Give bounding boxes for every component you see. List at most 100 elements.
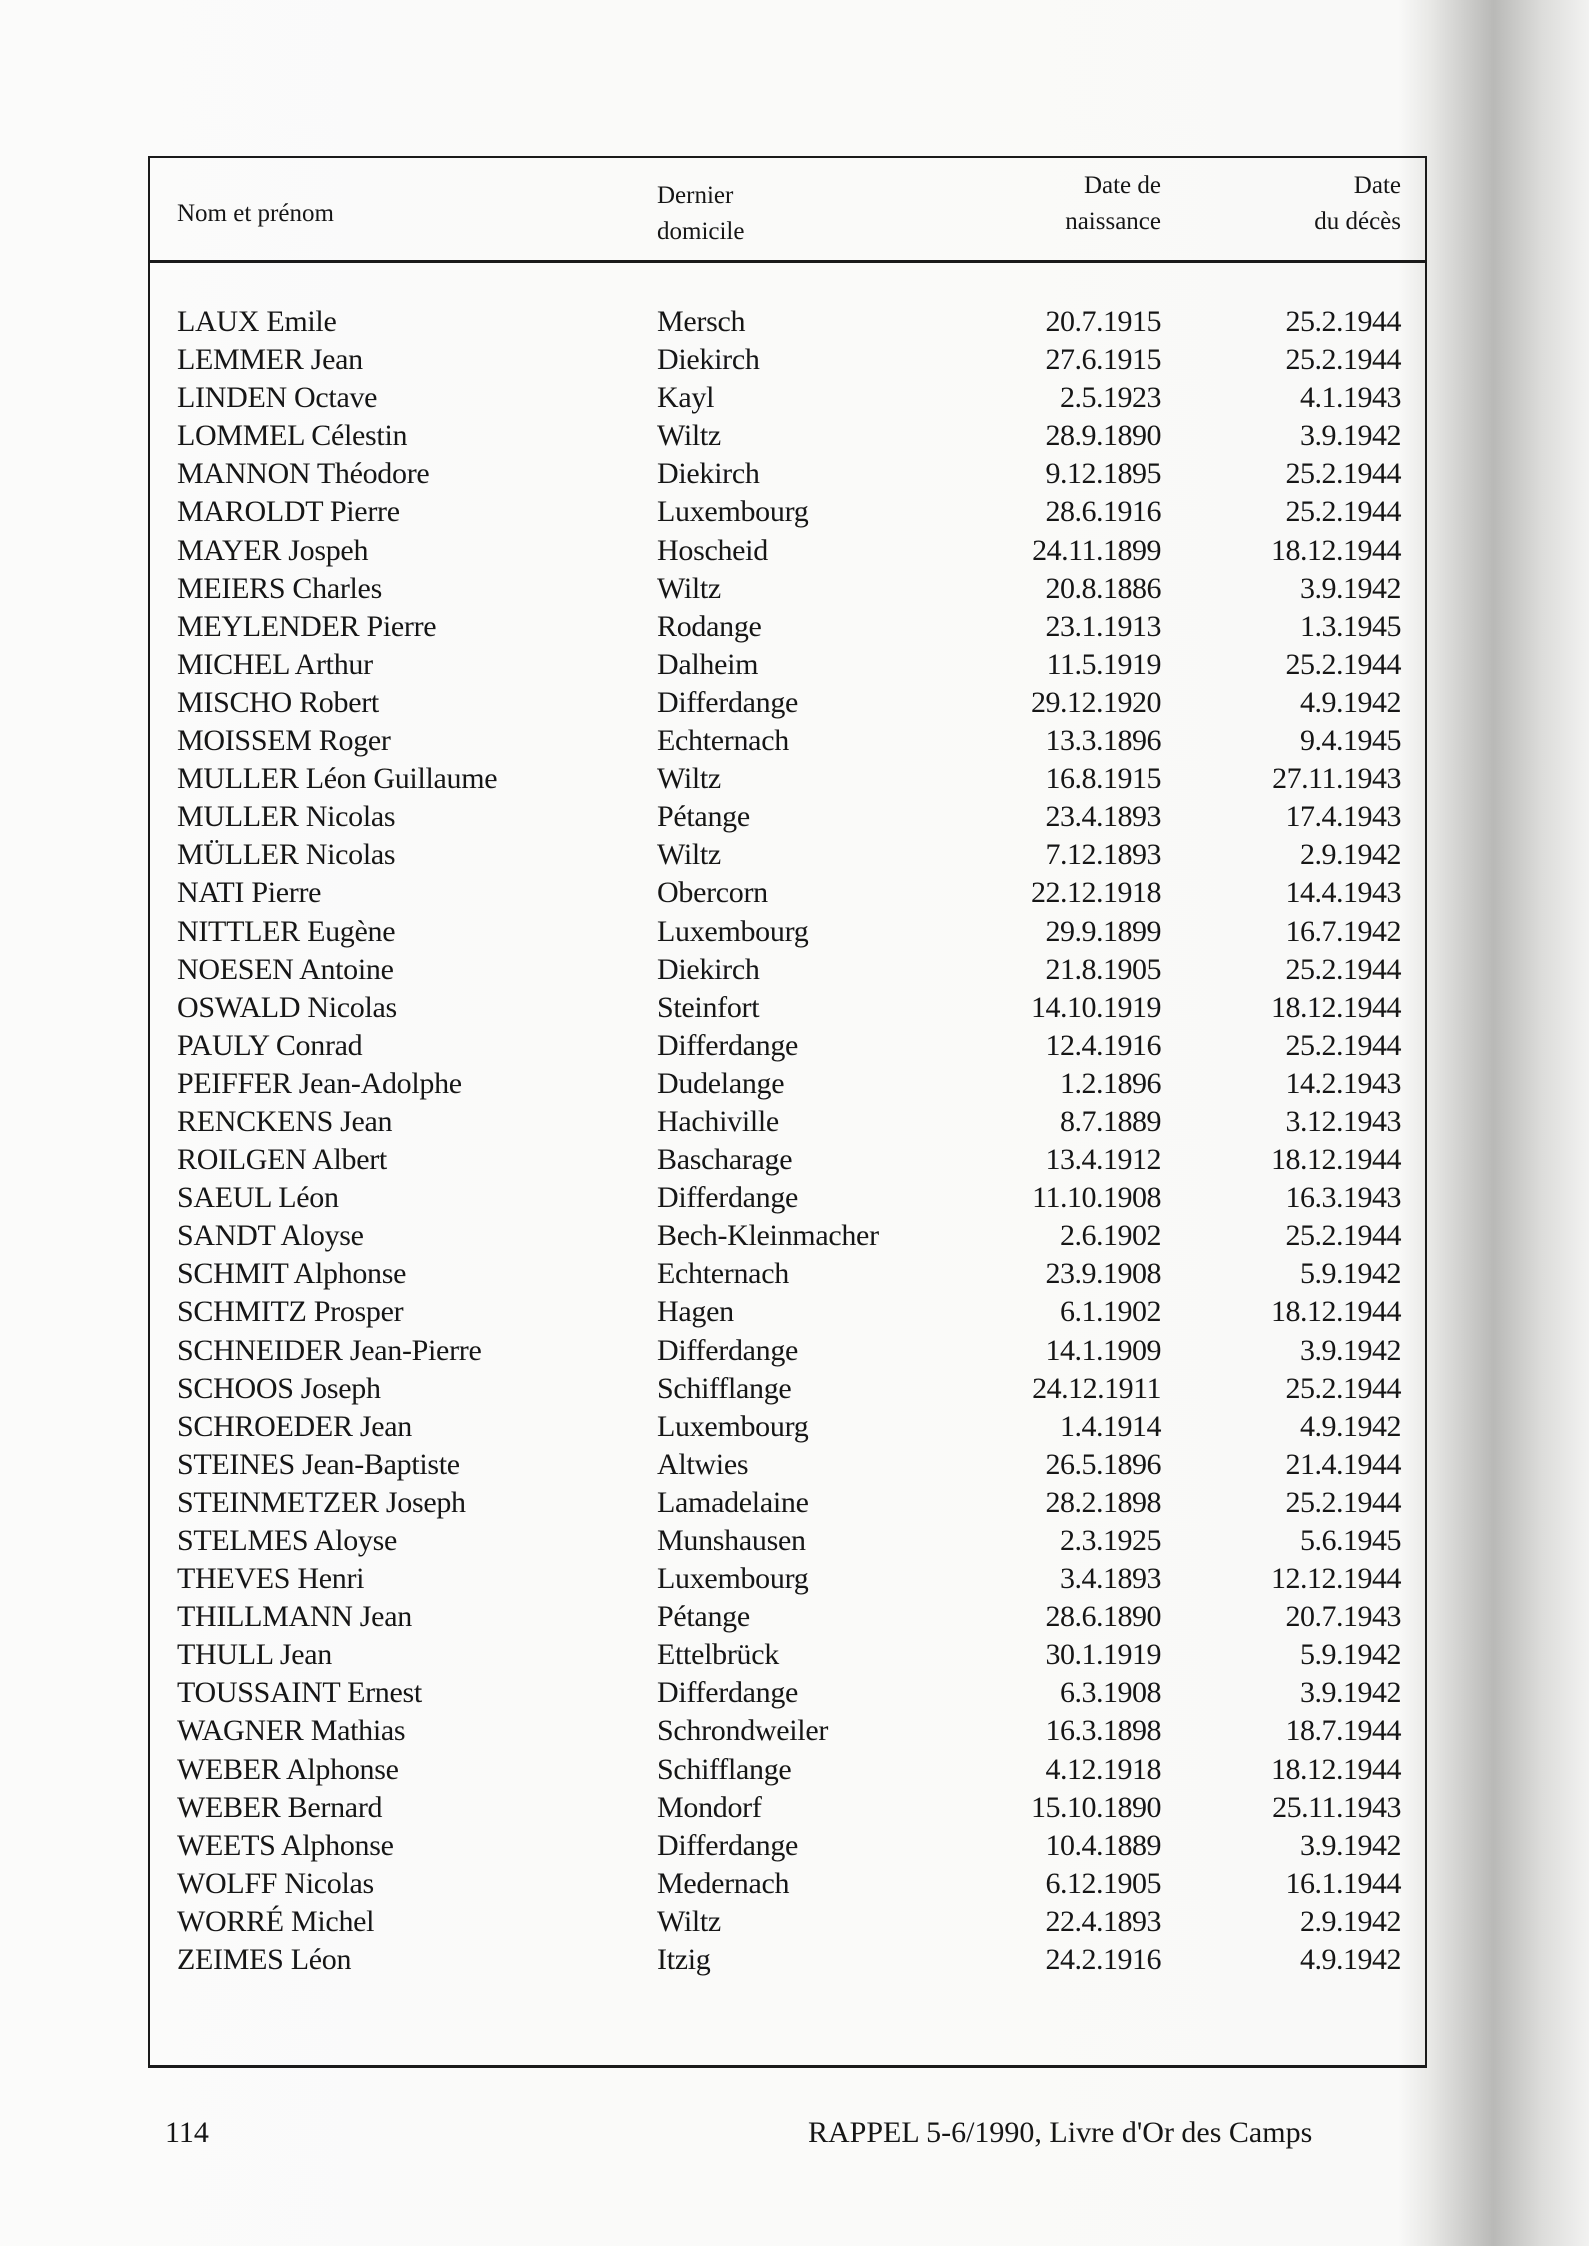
name-cell: STEINES Jean-Baptiste: [177, 1447, 460, 1481]
name-cell: SCHOOS Joseph: [177, 1371, 381, 1405]
birth-date-cell: 12.4.1916: [1045, 1028, 1162, 1062]
name-cell: WORRÉ Michel: [177, 1904, 375, 1938]
header-death-line2: du décès: [1314, 208, 1401, 235]
birth-date-cell: 2.3.1925: [1060, 1524, 1162, 1557]
birth-date-cell: 11.10.1908: [1032, 1181, 1161, 1215]
domicile-cell: Medernach: [657, 1866, 790, 1900]
death-date-cell: 25.2.1944: [1285, 457, 1402, 491]
honor-roll-table: Nom et prénom Dernier domicile Date de n…: [148, 156, 1427, 2068]
name-cell: WEETS Alphonse: [177, 1828, 394, 1862]
name-cell: ROILGEN Albert: [177, 1143, 387, 1177]
death-date-cell: 17.4.1943: [1285, 800, 1402, 834]
table-row: MICHEL Arthur Dalheim 11.5.1919 25.2.1944: [150, 646, 1425, 684]
domicile-cell: Schrondweiler: [657, 1714, 829, 1748]
birth-date-cell: 24.12.1911: [1032, 1371, 1161, 1405]
table-row: LINDEN Octave Kayl 2.5.1923 4.1.1943: [150, 379, 1425, 417]
birth-date-cell: 20.7.1915: [1045, 305, 1162, 338]
domicile-cell: Dudelange: [657, 1066, 785, 1100]
name-cell: MULLER Nicolas: [177, 800, 396, 834]
domicile-cell: Diekirch: [657, 343, 760, 377]
table-row: MAROLDT Pierre Luxembourg 28.6.1916 25.2.19…: [150, 493, 1425, 531]
death-date-cell: 25.2.1944: [1285, 952, 1402, 986]
birth-date-cell: 22.4.1893: [1045, 1904, 1162, 1938]
domicile-cell: Munshausen: [657, 1524, 806, 1557]
death-date-cell: 4.9.1942: [1300, 1943, 1402, 1977]
name-cell: SANDT Aloyse: [177, 1219, 364, 1253]
name-cell: MULLER Léon Guillaume: [177, 762, 498, 796]
table-row: RENCKENS Jean Hachiville 8.7.1889 3.12.1943: [150, 1103, 1425, 1141]
table-row: LEMMER Jean Diekirch 27.6.1915 25.2.1944: [150, 341, 1425, 379]
name-cell: LEMMER Jean: [177, 343, 363, 377]
table-row: MULLER Nicolas Pétange 23.4.1893 17.4.1943: [150, 798, 1425, 836]
table-row: THULL Jean Ettelbrück 30.1.1919 5.9.1942: [150, 1636, 1425, 1674]
domicile-cell: Bech-Kleinmacher: [657, 1219, 879, 1253]
table-row: SCHMITZ Prosper Hagen 6.1.1902 18.12.1944: [150, 1293, 1425, 1331]
name-cell: OSWALD Nicolas: [177, 990, 397, 1024]
domicile-cell: Wiltz: [657, 419, 721, 453]
birth-date-cell: 8.7.1889: [1060, 1104, 1162, 1138]
header-domicile-line2: domicile: [657, 218, 745, 245]
table-row: WAGNER Mathias Schrondweiler 16.3.1898 18.7…: [150, 1712, 1425, 1750]
table-row: NOESEN Antoine Diekirch 21.8.1905 25.2.1944: [150, 951, 1425, 989]
death-date-cell: 25.2.1944: [1285, 1028, 1402, 1062]
death-date-cell: 2.9.1942: [1300, 838, 1402, 872]
death-date-cell: 18.12.1944: [1271, 1143, 1402, 1177]
death-date-cell: 5.9.1942: [1300, 1257, 1402, 1291]
death-date-cell: 14.2.1943: [1285, 1066, 1402, 1100]
table-row: THILLMANN Jean Pétange 28.6.1890 20.7.1943: [150, 1598, 1425, 1636]
birth-date-cell: 29.9.1899: [1045, 914, 1162, 948]
domicile-cell: Mondorf: [657, 1790, 762, 1824]
death-date-cell: 3.9.1942: [1300, 1676, 1402, 1710]
domicile-cell: Differdange: [657, 1181, 799, 1215]
domicile-cell: Schifflange: [657, 1752, 792, 1786]
death-date-cell: 25.2.1944: [1285, 495, 1402, 529]
domicile-cell: Differdange: [657, 1676, 799, 1710]
death-date-cell: 1.3.1945: [1300, 609, 1402, 643]
birth-date-cell: 24.11.1899: [1032, 533, 1161, 567]
birth-date-cell: 4.12.1918: [1045, 1752, 1162, 1786]
table-row: STEINMETZER Joseph Lamadelaine 28.2.1898 25…: [150, 1484, 1425, 1522]
name-cell: LOMMEL Célestin: [177, 419, 408, 453]
death-date-cell: 25.11.1943: [1272, 1790, 1401, 1824]
birth-date-cell: 15.10.1890: [1031, 1790, 1162, 1824]
death-date-cell: 18.12.1944: [1271, 533, 1402, 567]
table-row: LOMMEL Célestin Wiltz 28.9.1890 3.9.1942: [150, 417, 1425, 455]
name-cell: SAEUL Léon: [177, 1181, 339, 1215]
page-number: 114: [165, 2116, 209, 2149]
header-death-line1: Date: [1353, 172, 1401, 199]
name-cell: TOUSSAINT Ernest: [177, 1676, 422, 1710]
domicile-cell: Hachiville: [657, 1104, 779, 1138]
table-row: LAUX Emile Mersch 20.7.1915 25.2.1944: [150, 303, 1425, 341]
name-cell: MEIERS Charles: [177, 571, 382, 605]
table-row: WEBER Bernard Mondorf 15.10.1890 25.11.1943: [150, 1789, 1425, 1827]
death-date-cell: 4.1.1943: [1300, 381, 1402, 415]
death-date-cell: 18.12.1944: [1271, 990, 1402, 1024]
domicile-cell: Luxembourg: [657, 914, 809, 948]
death-date-cell: 18.7.1944: [1285, 1714, 1402, 1748]
birth-date-cell: 14.10.1919: [1031, 990, 1162, 1024]
table-row: SCHOOS Joseph Schifflange 24.12.1911 25.2.1…: [150, 1370, 1425, 1408]
domicile-cell: Luxembourg: [657, 1562, 809, 1596]
birth-date-cell: 10.4.1889: [1045, 1828, 1162, 1862]
domicile-cell: Schifflange: [657, 1371, 792, 1405]
name-cell: PEIFFER Jean-Adolphe: [177, 1066, 462, 1100]
death-date-cell: 18.12.1944: [1271, 1295, 1402, 1329]
name-cell: LINDEN Octave: [177, 381, 378, 415]
domicile-cell: Diekirch: [657, 457, 760, 491]
domicile-cell: Wiltz: [657, 1904, 721, 1938]
name-cell: WEBER Bernard: [177, 1790, 383, 1824]
table-row: TOUSSAINT Ernest Differdange 6.3.1908 3.9.1…: [150, 1674, 1425, 1712]
birth-date-cell: 16.3.1898: [1045, 1714, 1162, 1748]
header-name: Nom et prénom: [177, 200, 334, 227]
birth-date-cell: 7.12.1893: [1045, 838, 1162, 872]
birth-date-cell: 20.8.1886: [1045, 571, 1162, 605]
domicile-cell: Obercorn: [657, 876, 768, 910]
name-cell: LAUX Emile: [177, 305, 337, 338]
table-row: PAULY Conrad Differdange 12.4.1916 25.2.194…: [150, 1027, 1425, 1065]
table-row: MÜLLER Nicolas Wiltz 7.12.1893 2.9.1942: [150, 836, 1425, 874]
birth-date-cell: 26.5.1896: [1045, 1447, 1162, 1481]
table-row: ZEIMES Léon Itzig 24.2.1916 4.9.1942: [150, 1941, 1425, 1979]
death-date-cell: 21.4.1944: [1285, 1447, 1402, 1481]
header-divider: [150, 260, 1425, 263]
name-cell: ZEIMES Léon: [177, 1943, 352, 1977]
